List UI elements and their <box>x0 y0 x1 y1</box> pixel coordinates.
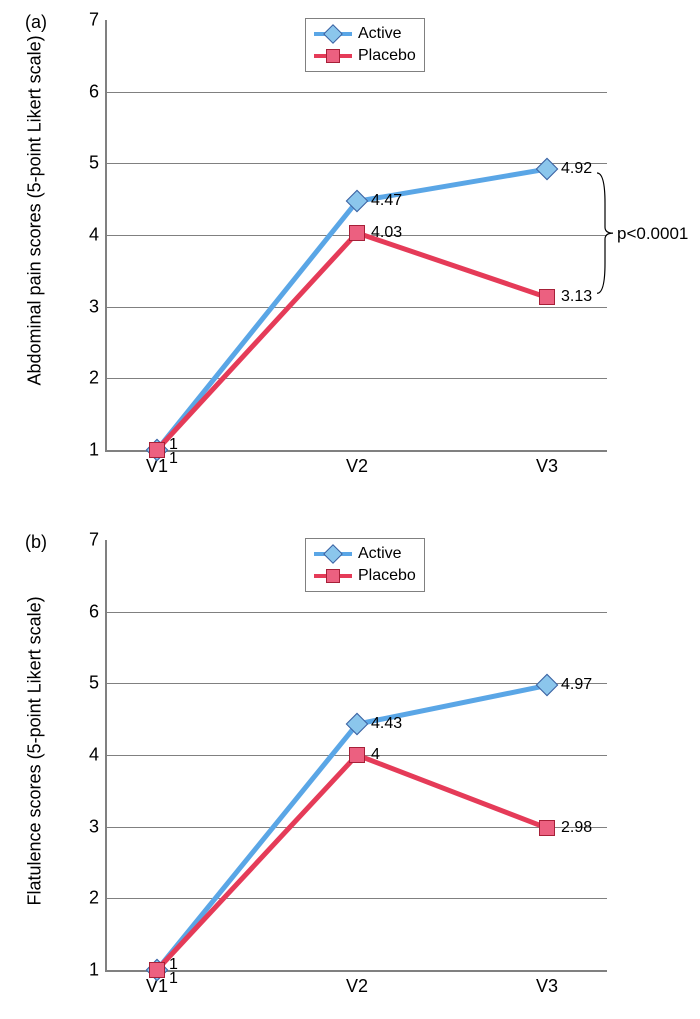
diamond-marker <box>346 190 369 213</box>
legend-diamond-icon <box>323 24 343 44</box>
ytick-label: 6 <box>89 601 107 622</box>
legend-label: Placebo <box>358 47 416 65</box>
gridline <box>107 683 607 684</box>
ytick-label: 1 <box>89 960 107 981</box>
xtick-label: V3 <box>536 970 558 997</box>
square-marker <box>349 225 365 241</box>
legend-row: Placebo <box>314 45 416 67</box>
ytick-label: 5 <box>89 673 107 694</box>
legend-line <box>314 574 352 578</box>
value-label: 4.92 <box>561 160 592 178</box>
legend-a: Active Placebo <box>305 18 425 72</box>
series-line-placebo <box>157 233 547 450</box>
xtick-label: V2 <box>346 450 368 477</box>
legend-row: Active <box>314 23 416 45</box>
plot-area-b: 1234567V1V2V314.434.97142.98 <box>105 540 607 972</box>
value-label: 4.97 <box>561 676 592 694</box>
xtick-label: V1 <box>146 970 168 997</box>
gridline <box>107 612 607 613</box>
gridline <box>107 827 607 828</box>
legend-diamond-icon <box>323 544 343 564</box>
p-value-annotation: p<0.0001 <box>617 224 688 244</box>
ytick-label: 4 <box>89 225 107 246</box>
value-label: 2.98 <box>561 819 592 837</box>
panel-letter-b: (b) <box>25 532 47 553</box>
value-label: 4 <box>371 746 380 764</box>
value-label: 3.13 <box>561 288 592 306</box>
ytick-label: 1 <box>89 440 107 461</box>
legend-label: Active <box>358 25 402 43</box>
ytick-label: 7 <box>89 530 107 551</box>
square-marker <box>539 289 555 305</box>
ytick-label: 2 <box>89 888 107 909</box>
diamond-marker <box>536 674 559 697</box>
gridline <box>107 163 607 164</box>
diamond-marker <box>536 158 559 181</box>
ytick-label: 5 <box>89 153 107 174</box>
gridline <box>107 378 607 379</box>
gridline <box>107 92 607 93</box>
legend-label: Active <box>358 545 402 563</box>
square-marker <box>539 820 555 836</box>
plot-area-a: 1234567V1V2V314.474.9214.033.13p<0.0001 <box>105 20 607 452</box>
xtick-label: V3 <box>536 450 558 477</box>
legend-row: Active <box>314 543 416 565</box>
value-label: 1 <box>169 970 178 988</box>
value-label: 1 <box>169 450 178 468</box>
xtick-label: V1 <box>146 450 168 477</box>
value-label: 4.03 <box>371 224 402 242</box>
legend-b: Active Placebo <box>305 538 425 592</box>
series-line-placebo <box>157 755 547 970</box>
xtick-label: V2 <box>346 970 368 997</box>
panel-letter-a: (a) <box>25 12 47 33</box>
value-label: 4.47 <box>371 192 402 210</box>
legend-row: Placebo <box>314 565 416 587</box>
ytick-label: 3 <box>89 296 107 317</box>
ytick-label: 2 <box>89 368 107 389</box>
ytick-label: 4 <box>89 745 107 766</box>
ytick-label: 6 <box>89 81 107 102</box>
gridline <box>107 307 607 308</box>
ylabel-b: Flatulence scores (5-point Likert scale) <box>25 606 46 906</box>
legend-square-icon <box>326 569 340 583</box>
gridline <box>107 235 607 236</box>
diamond-marker <box>346 713 369 736</box>
legend-square-icon <box>326 49 340 63</box>
figure: 1 2 3 4 5 6 7 V1 V2 V3 1 4.47 4.92 1 4.03 3.13 p<0.0001 (… <box>0 0 700 1019</box>
legend-line <box>314 32 352 36</box>
value-label: 4.43 <box>371 715 402 733</box>
series-line-active <box>157 685 547 970</box>
ytick-label: 3 <box>89 816 107 837</box>
legend-line <box>314 552 352 556</box>
gridline <box>107 898 607 899</box>
series-line-active <box>157 169 547 450</box>
gridline <box>107 755 607 756</box>
legend-label: Placebo <box>358 567 416 585</box>
ylabel-a: Abdominal pain scores (5-point Likert sc… <box>25 86 46 386</box>
legend-line <box>314 54 352 58</box>
ytick-label: 7 <box>89 10 107 31</box>
